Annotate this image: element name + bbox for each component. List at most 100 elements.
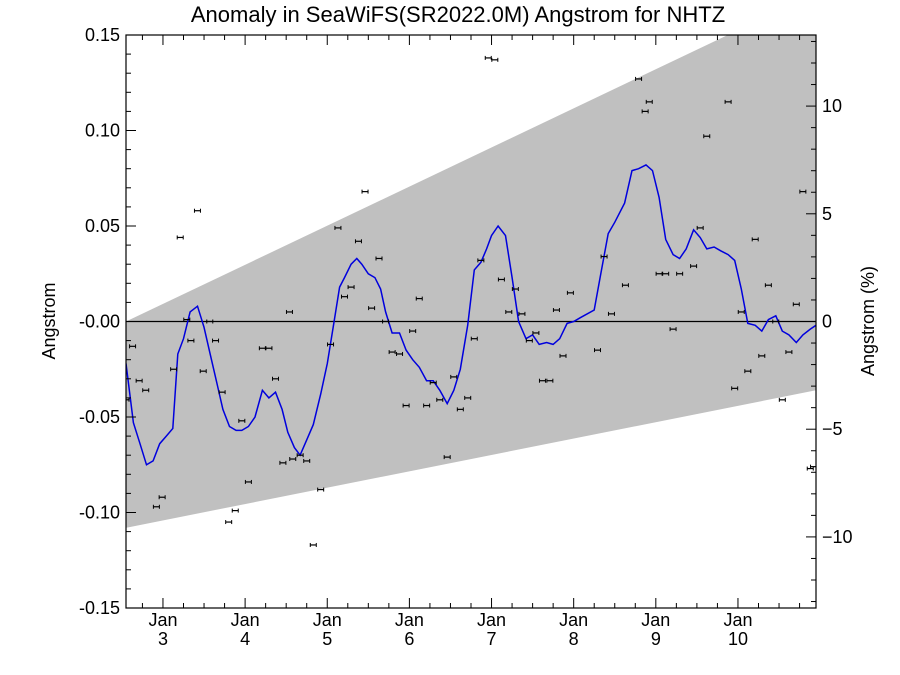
data-point bbox=[361, 189, 369, 194]
band-layer bbox=[126, 35, 816, 528]
y-tick-label: -0.10 bbox=[79, 503, 120, 523]
data-point bbox=[368, 306, 376, 311]
data-point bbox=[641, 109, 649, 114]
data-point bbox=[303, 458, 311, 463]
data-point bbox=[538, 378, 546, 383]
data-point bbox=[744, 369, 752, 374]
x-tick-month: Jan bbox=[313, 610, 342, 630]
data-point bbox=[225, 520, 233, 525]
data-point bbox=[552, 308, 560, 313]
data-point bbox=[724, 99, 732, 104]
data-point bbox=[559, 353, 567, 358]
x-tick-year: 7 bbox=[487, 629, 497, 649]
data-point bbox=[258, 346, 266, 351]
x-tick-month: Jan bbox=[723, 610, 752, 630]
data-point bbox=[690, 264, 698, 269]
y2-axis-label: Angstrom (%) bbox=[858, 266, 878, 376]
x-tick-year: 8 bbox=[569, 629, 579, 649]
y2-tick-label: 0 bbox=[822, 312, 832, 332]
data-point bbox=[341, 294, 348, 299]
data-point bbox=[396, 351, 404, 356]
data-point bbox=[785, 350, 793, 355]
data-point bbox=[635, 76, 643, 81]
x-tick-month: Jan bbox=[477, 610, 506, 630]
data-point bbox=[778, 397, 786, 402]
data-point bbox=[758, 353, 766, 358]
y-tick-label: 0.10 bbox=[85, 121, 120, 141]
data-point bbox=[129, 344, 137, 349]
data-point bbox=[135, 378, 143, 383]
y-tick-label: 0.05 bbox=[85, 216, 120, 236]
x-tick-year: 3 bbox=[158, 629, 168, 649]
data-point bbox=[176, 235, 184, 240]
data-point bbox=[607, 311, 615, 316]
data-point bbox=[731, 386, 739, 391]
data-point bbox=[279, 460, 287, 465]
data-point bbox=[317, 487, 325, 492]
data-point bbox=[645, 99, 653, 104]
data-point bbox=[491, 57, 499, 62]
data-point bbox=[470, 336, 478, 341]
x-tick-month: Jan bbox=[231, 610, 260, 630]
y-tick-label: 0.15 bbox=[85, 25, 120, 45]
data-point bbox=[206, 319, 214, 324]
data-point bbox=[429, 380, 437, 385]
data-point bbox=[450, 374, 458, 379]
data-point bbox=[511, 287, 519, 292]
data-point bbox=[532, 330, 540, 335]
x-tick-year: 9 bbox=[651, 629, 661, 649]
data-point bbox=[484, 55, 492, 60]
data-point bbox=[126, 397, 130, 402]
data-point bbox=[477, 258, 485, 263]
data-point bbox=[415, 296, 423, 301]
data-point bbox=[272, 376, 279, 381]
data-point bbox=[183, 317, 191, 322]
data-point bbox=[792, 302, 800, 307]
chart-title: Anomaly in SeaWiFS(SR2022.0M) Angstrom f… bbox=[191, 2, 725, 27]
x-tick-year: 5 bbox=[322, 629, 332, 649]
data-point bbox=[170, 367, 178, 372]
x-tick-month: Jan bbox=[395, 610, 424, 630]
data-point bbox=[152, 504, 160, 509]
data-point bbox=[238, 418, 246, 423]
y-axis-label: Angstrom bbox=[39, 282, 59, 359]
data-point bbox=[566, 290, 574, 295]
smoothed-anomaly-line bbox=[126, 163, 816, 466]
data-point bbox=[187, 338, 195, 343]
data-point bbox=[218, 390, 226, 395]
data-point bbox=[676, 271, 684, 276]
data-point bbox=[621, 283, 629, 288]
data-point bbox=[388, 350, 396, 355]
x-tick-month: Jan bbox=[148, 610, 177, 630]
x-tick-year: 4 bbox=[240, 629, 250, 649]
x-tick-month: Jan bbox=[641, 610, 670, 630]
data-point bbox=[285, 309, 293, 314]
data-point bbox=[772, 319, 780, 324]
data-point bbox=[289, 457, 297, 462]
data-point bbox=[600, 254, 608, 259]
data-point bbox=[244, 479, 252, 484]
data-point bbox=[354, 239, 362, 244]
data-point bbox=[158, 495, 166, 500]
data-point bbox=[518, 311, 526, 316]
data-point bbox=[443, 455, 451, 460]
data-point bbox=[669, 327, 677, 332]
data-point bbox=[382, 319, 390, 324]
data-point bbox=[737, 309, 745, 314]
data-point bbox=[497, 277, 505, 282]
data-point bbox=[764, 283, 772, 288]
y2-tick-label: 10 bbox=[822, 96, 842, 116]
y2-tick-label: −5 bbox=[822, 419, 843, 439]
data-point bbox=[199, 369, 207, 374]
data-point bbox=[703, 134, 711, 139]
data-point bbox=[696, 225, 704, 230]
smooth-line-layer bbox=[126, 163, 816, 466]
y-tick-label: -0.00 bbox=[79, 312, 120, 332]
points-layer bbox=[126, 55, 816, 547]
y2-tick-label: 5 bbox=[822, 204, 832, 224]
uncertainty-band bbox=[126, 35, 816, 528]
y-tick-label: -0.05 bbox=[79, 407, 120, 427]
y2-tick-label: −10 bbox=[822, 527, 853, 547]
data-point bbox=[751, 237, 759, 242]
data-point bbox=[799, 189, 807, 194]
